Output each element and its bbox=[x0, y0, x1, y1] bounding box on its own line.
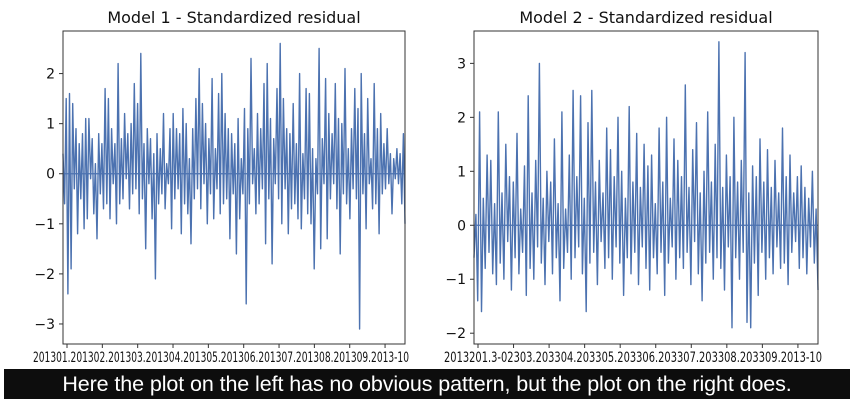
plot-frame bbox=[62, 30, 406, 345]
y-tick-label: −2 bbox=[445, 326, 466, 342]
y-tick-label: 1 bbox=[46, 117, 55, 133]
residual-series-line bbox=[473, 41, 819, 329]
x-tick-labels: 2013201.3-02303.203304.203305.203306.203… bbox=[444, 350, 822, 366]
y-tick-label: −3 bbox=[34, 317, 55, 333]
y-tick-label: 3 bbox=[457, 56, 466, 72]
residual-series-line bbox=[62, 42, 406, 330]
chart-title: Model 2 - Standardized residual bbox=[519, 8, 772, 27]
plot-frame bbox=[473, 30, 819, 345]
y-tick-label: −2 bbox=[34, 267, 55, 283]
residual-charts: Model 1 - Standardized residual −3 −2 −1 0 1 2… bbox=[33, 8, 822, 366]
chart-title: Model 1 - Standardized residual bbox=[107, 8, 360, 27]
caption-text: Here the plot on the left has no obvious… bbox=[62, 371, 792, 396]
y-tick-label: 2 bbox=[457, 110, 466, 126]
caption-bar: Here the plot on the left has no obvious… bbox=[4, 369, 850, 399]
chart-1: Model 1 - Standardized residual −3 −2 −1 0 1 2… bbox=[33, 8, 409, 366]
y-tick-label: −1 bbox=[445, 272, 466, 288]
chart-2: Model 2 - Standardized residual −2 −1 0 1 2 3 2… bbox=[444, 8, 822, 366]
y-tick-label: 0 bbox=[46, 167, 55, 183]
x-tick-labels: 201301.201302.201303.201304.201305.20130… bbox=[33, 350, 409, 366]
y-tick-label: 0 bbox=[457, 218, 466, 234]
y-tick-label: 2 bbox=[46, 67, 55, 83]
y-tick-label: −1 bbox=[34, 217, 55, 233]
y-tick-label: 1 bbox=[457, 164, 466, 180]
